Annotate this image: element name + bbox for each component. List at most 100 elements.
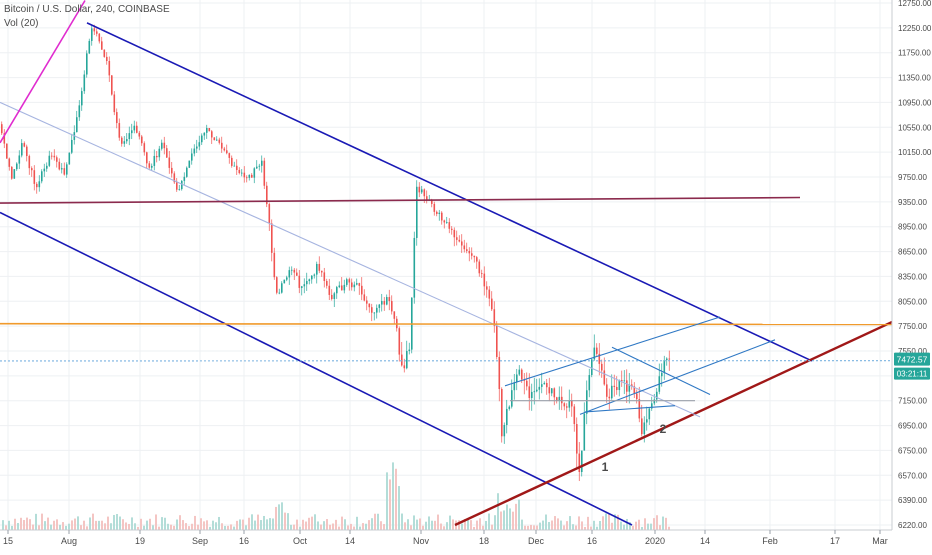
volume-bar: [263, 516, 265, 530]
volume-bar: [665, 518, 667, 530]
volume-bar: [392, 462, 394, 530]
volume-bar: [347, 526, 349, 530]
volume-bar: [140, 519, 142, 530]
candle-body: [21, 143, 23, 155]
volume-bar: [167, 524, 169, 530]
time-tick-label: Feb: [762, 536, 778, 546]
candle-body: [79, 105, 81, 117]
candle-body: [439, 213, 441, 214]
volume-bar: [437, 515, 439, 530]
candle-body: [641, 418, 643, 434]
volume-bar: [62, 522, 64, 530]
volume-bar: [239, 519, 241, 530]
candle-body: [11, 167, 13, 179]
volume-bar: [548, 522, 550, 530]
candle-body: [154, 156, 156, 166]
volume-bar: [131, 517, 133, 530]
candle-body: [494, 309, 496, 325]
price-tick-label: 6570.00: [898, 471, 927, 480]
candle-body: [454, 230, 456, 237]
volume-bar: [311, 517, 313, 530]
candle-body: [281, 283, 283, 292]
candle-body: [216, 140, 218, 141]
candle-body: [491, 299, 493, 310]
volume-bar: [170, 525, 172, 530]
volume-bar: [278, 504, 280, 530]
candle-body: [534, 391, 536, 392]
volume-bar: [110, 523, 112, 530]
candle-body: [169, 158, 171, 168]
candle-body: [519, 370, 521, 375]
candle-body: [371, 307, 373, 313]
volume-bar: [176, 519, 178, 530]
candle-body: [639, 399, 641, 418]
volume-bar: [461, 524, 463, 530]
candle-body: [241, 173, 243, 174]
volume-bar: [509, 508, 511, 530]
candle-body: [566, 406, 568, 407]
volume-bar: [563, 526, 565, 530]
candle-body: [209, 128, 211, 131]
volume-bar: [77, 516, 79, 530]
volume-bar: [380, 521, 382, 530]
candle-body: [239, 170, 241, 173]
candle-body: [69, 153, 71, 165]
candle-body: [201, 136, 203, 143]
time-tick-label: 15: [3, 536, 13, 546]
candle-body: [384, 301, 386, 305]
candle-body: [129, 133, 131, 139]
volume-bar: [104, 523, 106, 530]
volume-indicator-label[interactable]: Vol (20): [4, 17, 170, 31]
volume-bar: [659, 525, 661, 530]
candle-body: [666, 359, 668, 361]
candle-body: [401, 355, 403, 366]
time-tick-label: Dec: [528, 536, 545, 546]
volume-bar: [575, 526, 577, 530]
volume-bar: [620, 522, 622, 530]
volume-bar: [266, 519, 268, 530]
volume-bar: [383, 524, 385, 530]
volume-bar: [32, 525, 34, 530]
candle-body: [546, 383, 548, 387]
volume-bar: [611, 523, 613, 530]
volume-bar: [5, 525, 7, 530]
volume-bar: [350, 524, 352, 530]
candle-body: [394, 311, 396, 318]
volume-bar: [425, 522, 427, 530]
candle-body: [561, 397, 563, 403]
candle-body: [489, 290, 491, 299]
candle-body: [551, 388, 553, 393]
candle-body: [374, 313, 376, 314]
volume-bar: [272, 518, 274, 530]
volume-bar: [86, 526, 88, 530]
volume-bar: [512, 512, 514, 530]
candle-body: [171, 168, 173, 173]
volume-bar: [251, 514, 253, 530]
time-tick-label: Aug: [61, 536, 77, 546]
volume-bar: [314, 514, 316, 530]
volume-bar: [179, 515, 181, 530]
candle-body: [314, 275, 316, 276]
volume-bar: [500, 512, 502, 530]
candle-body: [341, 285, 343, 290]
candle-body: [256, 167, 258, 169]
candle-body: [76, 117, 78, 132]
symbol-title[interactable]: Bitcoin / U.S. Dollar, 240, COINBASE: [4, 3, 170, 17]
candle-body: [354, 285, 356, 288]
volume-bar: [341, 517, 343, 530]
price-tick-label: 8050.00: [898, 297, 927, 306]
candle-body: [554, 388, 556, 397]
candle-body: [324, 272, 326, 281]
volume-bar: [50, 525, 52, 530]
time-tick-label: 16: [239, 536, 249, 546]
volume-bar: [371, 518, 373, 530]
candle-body: [486, 286, 488, 289]
candle-body: [279, 293, 281, 294]
candle-body: [474, 256, 476, 257]
candle-body: [179, 189, 181, 190]
volume-bar: [146, 521, 148, 530]
candle-body: [564, 403, 566, 406]
volume-bar: [545, 515, 547, 530]
